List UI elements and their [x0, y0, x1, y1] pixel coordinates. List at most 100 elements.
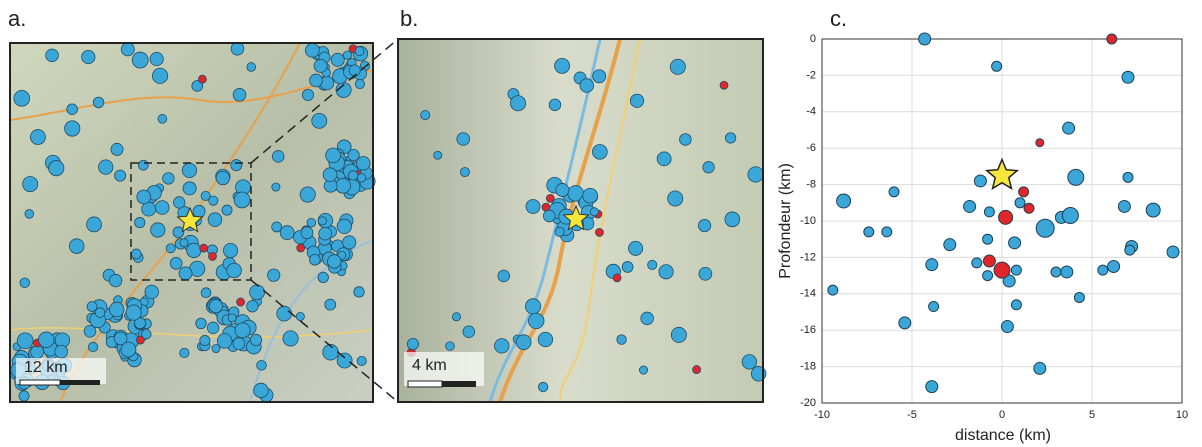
- map-dot: [154, 200, 170, 215]
- point: [1145, 202, 1161, 218]
- y-tick-label: -4: [806, 106, 816, 118]
- map-dot: [86, 216, 102, 233]
- map-epicenter: [562, 204, 590, 231]
- map-dot: [621, 261, 634, 273]
- map-dot: [313, 58, 328, 73]
- map-dot: [206, 321, 220, 334]
- point: [898, 316, 912, 330]
- y-axis-label: Profondeur (km): [777, 163, 794, 279]
- map-frame: [9, 42, 374, 403]
- map-dot: [108, 273, 123, 288]
- map-dot: [232, 88, 247, 102]
- map-dot: [336, 352, 353, 369]
- map-dot: [497, 269, 510, 283]
- point: [925, 258, 939, 272]
- x-tick-label: -5: [907, 409, 917, 421]
- point: [1050, 266, 1062, 278]
- map-dot: [271, 221, 283, 233]
- point: [1014, 197, 1026, 209]
- map-dot: [144, 284, 159, 300]
- map-dot: [246, 300, 259, 313]
- map-dot: [335, 178, 351, 194]
- map-dot: [24, 209, 35, 219]
- map-dot: [94, 307, 106, 318]
- map-dot: [199, 335, 211, 347]
- map-dot: [545, 193, 555, 203]
- map-dot: [234, 322, 251, 339]
- map-dot: [327, 254, 342, 269]
- map-dot: [342, 50, 353, 60]
- map-dot: [324, 298, 337, 311]
- map-dot: [698, 266, 713, 281]
- map-features: [9, 41, 376, 403]
- map-dot: [208, 251, 217, 261]
- map-dot: [322, 167, 338, 182]
- map-dot: [356, 156, 371, 171]
- panel-label: b.: [400, 6, 418, 31]
- zoom-connector: [250, 38, 399, 164]
- map-dot: [136, 189, 152, 205]
- map-dot: [197, 74, 207, 84]
- map-dot: [667, 190, 684, 207]
- map-frame: [397, 38, 764, 403]
- map-dot: [200, 190, 211, 201]
- map-dot: [136, 335, 145, 345]
- scale-bar: [19, 379, 61, 386]
- map-dot: [406, 338, 419, 351]
- point: [827, 284, 839, 296]
- map-dot: [179, 347, 190, 359]
- map-dot: [92, 96, 105, 109]
- map-dot: [86, 301, 98, 312]
- panel-label: c.: [830, 6, 847, 31]
- y-tick-label: -10: [800, 215, 816, 227]
- map-dot: [162, 172, 175, 185]
- point: [1023, 202, 1035, 214]
- point: [1107, 260, 1121, 273]
- map-dot: [230, 41, 245, 56]
- map-dot: [249, 333, 263, 347]
- map-dot: [232, 337, 246, 350]
- y-tick-label: -12: [800, 251, 816, 263]
- map-dot: [150, 222, 166, 238]
- point: [1097, 264, 1109, 276]
- y-tick-label: 0: [810, 33, 816, 45]
- map-dot: [537, 331, 554, 348]
- scale-bar: [407, 380, 443, 388]
- map-dot: [420, 110, 431, 121]
- map-dot: [592, 69, 607, 84]
- map-dot: [342, 235, 357, 250]
- map-epicenter: [176, 206, 204, 233]
- map-dot: [462, 325, 476, 338]
- map-dot: [134, 217, 146, 229]
- map-dot: [515, 334, 532, 351]
- x-tick-label: 10: [1176, 409, 1188, 421]
- y-tick-label: -16: [800, 324, 816, 336]
- map-dot: [165, 243, 176, 254]
- map-dot: [216, 333, 233, 349]
- map-dot: [459, 167, 470, 178]
- map-dot: [669, 58, 686, 75]
- map-dot: [347, 170, 359, 181]
- map-dot: [199, 243, 209, 253]
- map-dot: [81, 49, 96, 65]
- point: [971, 257, 983, 269]
- map-dot: [182, 181, 197, 196]
- scale-bar: [60, 380, 100, 385]
- y-tick-label: -6: [806, 142, 816, 154]
- scale-label: 12 km: [24, 359, 68, 376]
- point: [1124, 244, 1136, 256]
- point: [1073, 291, 1085, 303]
- map-dot: [221, 204, 233, 216]
- point: [983, 206, 995, 218]
- point: [836, 193, 852, 209]
- map-dot: [658, 264, 674, 280]
- point: [925, 380, 939, 394]
- point: [1067, 168, 1085, 186]
- map-dot: [279, 225, 295, 241]
- map-dot: [30, 129, 46, 145]
- map-dot: [317, 271, 329, 283]
- map-dot: [656, 151, 672, 167]
- map-dot: [246, 62, 257, 72]
- map-dot: [267, 268, 281, 282]
- map-dot: [172, 226, 185, 239]
